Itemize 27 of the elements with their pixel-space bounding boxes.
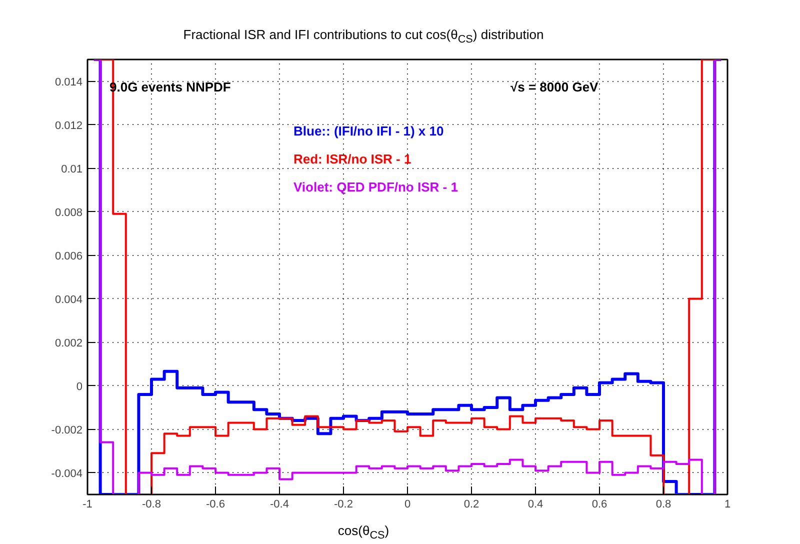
- y-tick-label: 0.014: [54, 76, 83, 88]
- x-tick-label: -0.6: [206, 498, 225, 510]
- y-tick-label: 0: [76, 380, 83, 393]
- x-tick-label: 0.2: [464, 498, 480, 510]
- x-tick-label: 0.6: [592, 498, 608, 510]
- y-tick-label: 0.004: [54, 294, 83, 306]
- x-tick-label: 1: [724, 498, 731, 510]
- annotation: √s = 8000 GeV: [510, 80, 599, 94]
- annotation: Red: ISR/no ISR - 1: [294, 152, 412, 166]
- annotation: Violet: QED PDF/no ISR - 1: [294, 180, 458, 194]
- x-axis-title: cos(θ$_{CS}$): [338, 522, 390, 544]
- x-tick-label: -0.2: [334, 498, 353, 510]
- x-tick-label: 0.4: [528, 498, 544, 510]
- y-tick-label: 0.01: [61, 163, 83, 176]
- y-tick-label: -0.004: [51, 468, 83, 480]
- x-tick-label: 0.8: [656, 498, 672, 510]
- x-tick-label: -0.8: [142, 498, 161, 510]
- x-tick-label: -0.4: [270, 498, 289, 510]
- annotation: Blue:: (IFI/no IFI - 1) x 10: [294, 124, 444, 138]
- x-tick-label: -1: [82, 498, 92, 510]
- y-tick-label: 0.008: [54, 206, 83, 219]
- y-tick-label: 0.006: [54, 250, 83, 262]
- chart-title: Fractional ISR and IFI contributions to cut cos(θ$_{CS}$) distribution: [183, 26, 544, 48]
- x-tick-label: 0: [404, 498, 411, 510]
- y-tick-label: 0.002: [54, 337, 83, 350]
- y-tick-label: -0.002: [51, 424, 83, 436]
- y-tick-label: 0.012: [54, 120, 83, 132]
